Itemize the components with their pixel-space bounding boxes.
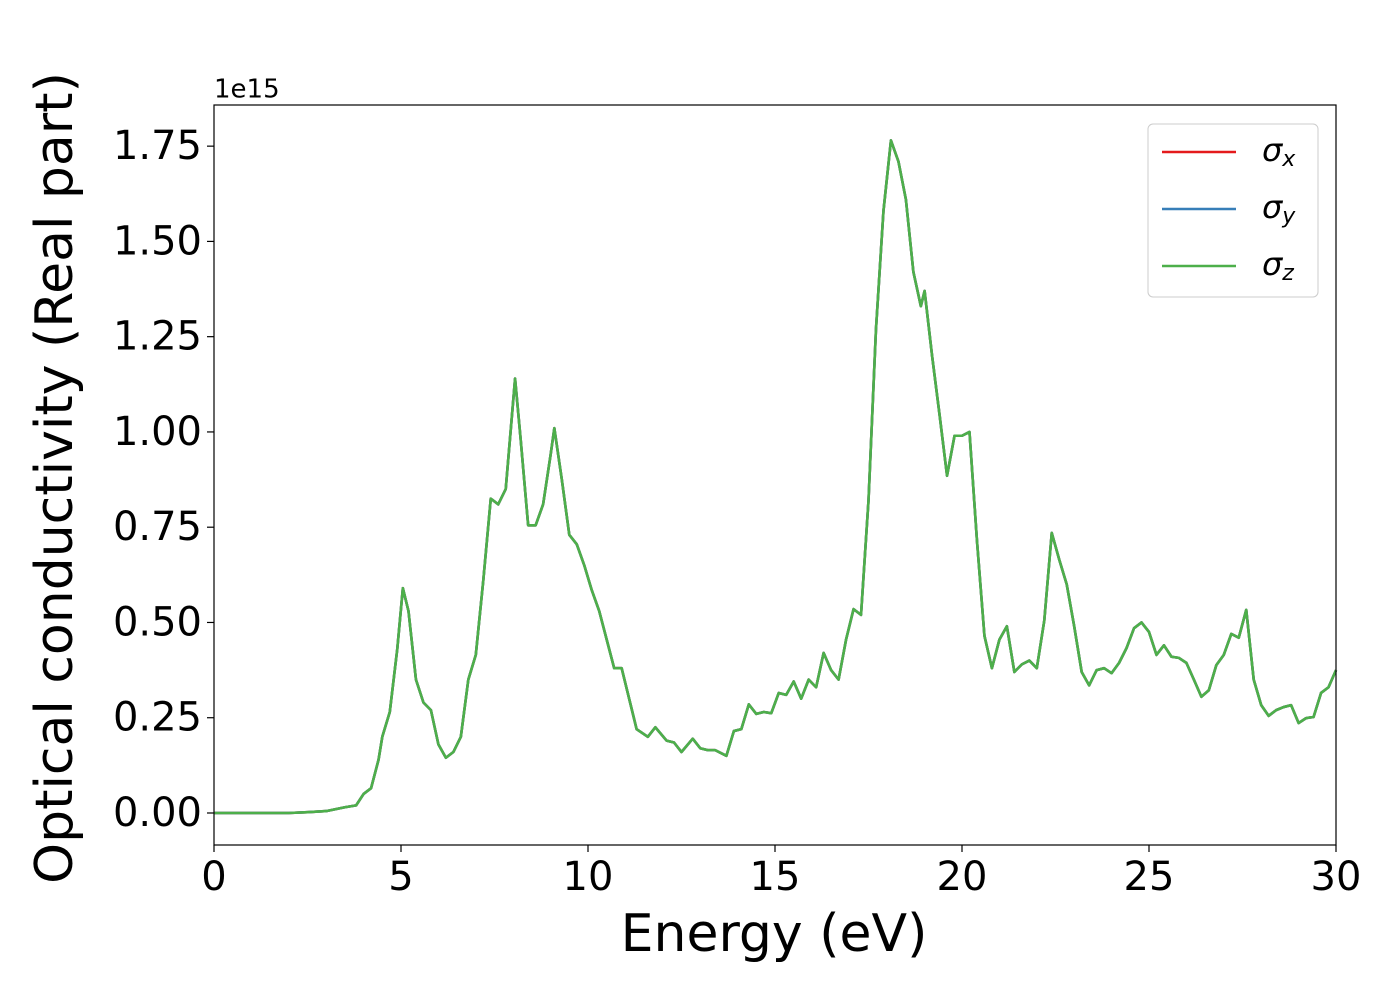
y-tick-label: 1.00	[113, 409, 202, 455]
y-axis-label: Optical conductivity (Real part)	[25, 72, 85, 884]
legend-label: σy	[1262, 188, 1296, 229]
legend-label: σx	[1262, 131, 1296, 172]
series-line	[214, 139, 1338, 815]
y-tick-label: 1.25	[113, 314, 202, 360]
y-tick-label: 1.75	[113, 123, 202, 169]
x-tick-label: 15	[750, 854, 801, 900]
x-tick-label: 5	[388, 854, 413, 900]
y-tick-label: 1.50	[113, 218, 202, 264]
x-axis-label: Energy (eV)	[621, 904, 928, 964]
x-tick-label: 25	[1124, 854, 1175, 900]
x-tick-label: 30	[1311, 854, 1362, 900]
y-tick-label: 0.25	[113, 695, 202, 741]
y-tick-label: 0.50	[113, 599, 202, 645]
plot-frame	[213, 104, 1337, 846]
y-offset-label: 1e15	[214, 75, 280, 105]
x-tick-label: 10	[563, 854, 614, 900]
y-tick-label: 0.00	[113, 790, 202, 836]
y-tick-label: 0.75	[113, 504, 202, 550]
x-tick-label: 0	[201, 854, 226, 900]
legend-label: σz	[1262, 245, 1294, 286]
legend-box	[1147, 123, 1319, 298]
x-tick-label: 20	[937, 854, 988, 900]
